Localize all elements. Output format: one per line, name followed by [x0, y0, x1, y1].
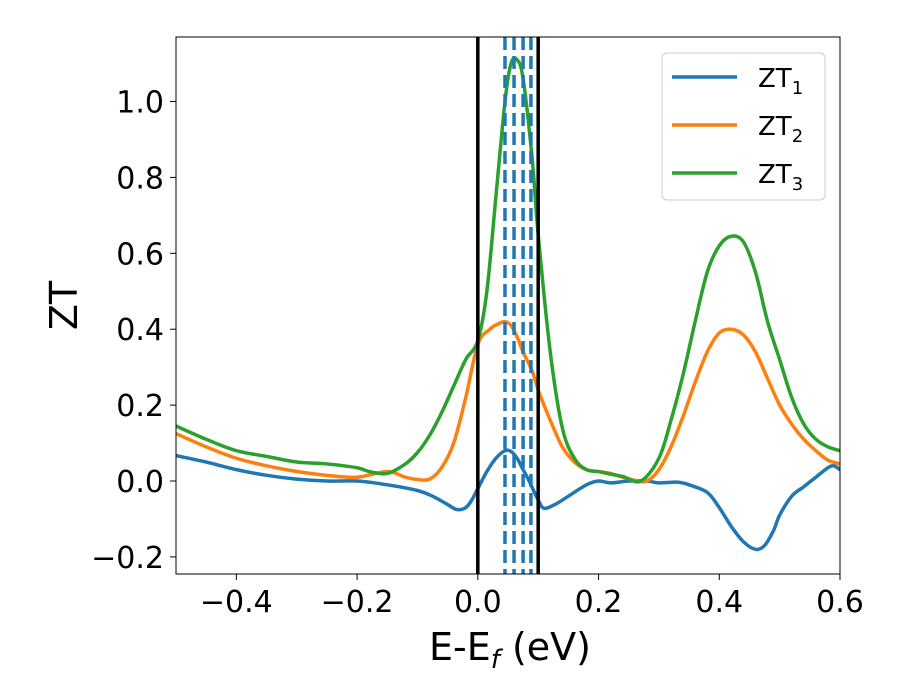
series-layer	[176, 56, 840, 552]
x-axis-title-main: E-E	[429, 625, 491, 669]
y-tick-label: 0.0	[116, 465, 164, 500]
y-axis-title: ZT	[42, 280, 86, 330]
y-tick-label: 1.0	[116, 86, 164, 121]
x-tick-label: 0.0	[454, 585, 502, 620]
y-tick-label: 0.8	[116, 161, 164, 196]
y-tick-label: −0.2	[91, 541, 164, 576]
x-tick-label: 0.4	[695, 585, 743, 620]
x-tick-label: −0.4	[200, 585, 273, 620]
legend: ZT1 ZT2 ZT3	[661, 52, 826, 201]
x-tick-label: 0.2	[575, 585, 623, 620]
vline-layer	[476, 37, 540, 574]
series-line-1	[176, 448, 840, 552]
y-tick-label: 0.2	[116, 389, 164, 424]
x-axis-title: E-Ef (eV)	[429, 625, 591, 675]
series-line-3	[176, 56, 840, 484]
legend-label-3: ZT3	[758, 160, 803, 195]
legend-box	[661, 52, 826, 201]
y-tick-label: 0.6	[116, 237, 164, 272]
x-tick-label: 0.6	[816, 585, 864, 620]
plot-frame	[175, 36, 841, 575]
legend-label-1: ZT1	[758, 64, 803, 99]
y-tick-label: 0.4	[116, 313, 164, 348]
tick-layer: −0.4 −0.2 0.0 0.2 0.4 0.6 −0.2 0.0 0.2 0.4 0.6 0.8 1…	[91, 86, 864, 620]
x-axis-title-unit: (eV)	[500, 625, 591, 669]
series-line-2	[176, 319, 840, 484]
legend-label-2: ZT2	[758, 112, 803, 147]
x-tick-label: −0.2	[321, 585, 394, 620]
